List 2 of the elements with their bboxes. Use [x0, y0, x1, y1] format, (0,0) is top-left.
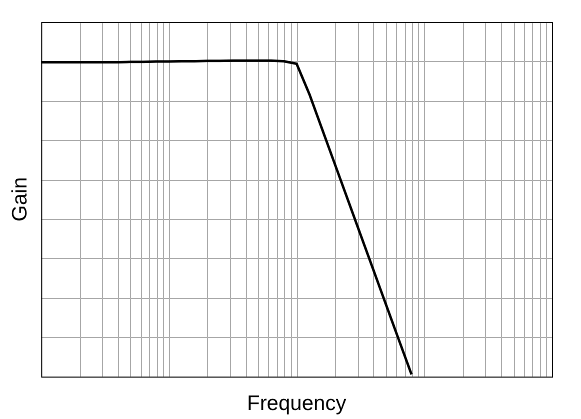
x-axis-title: Frequency	[246, 392, 347, 416]
y-axis-title: Gain	[8, 177, 32, 222]
